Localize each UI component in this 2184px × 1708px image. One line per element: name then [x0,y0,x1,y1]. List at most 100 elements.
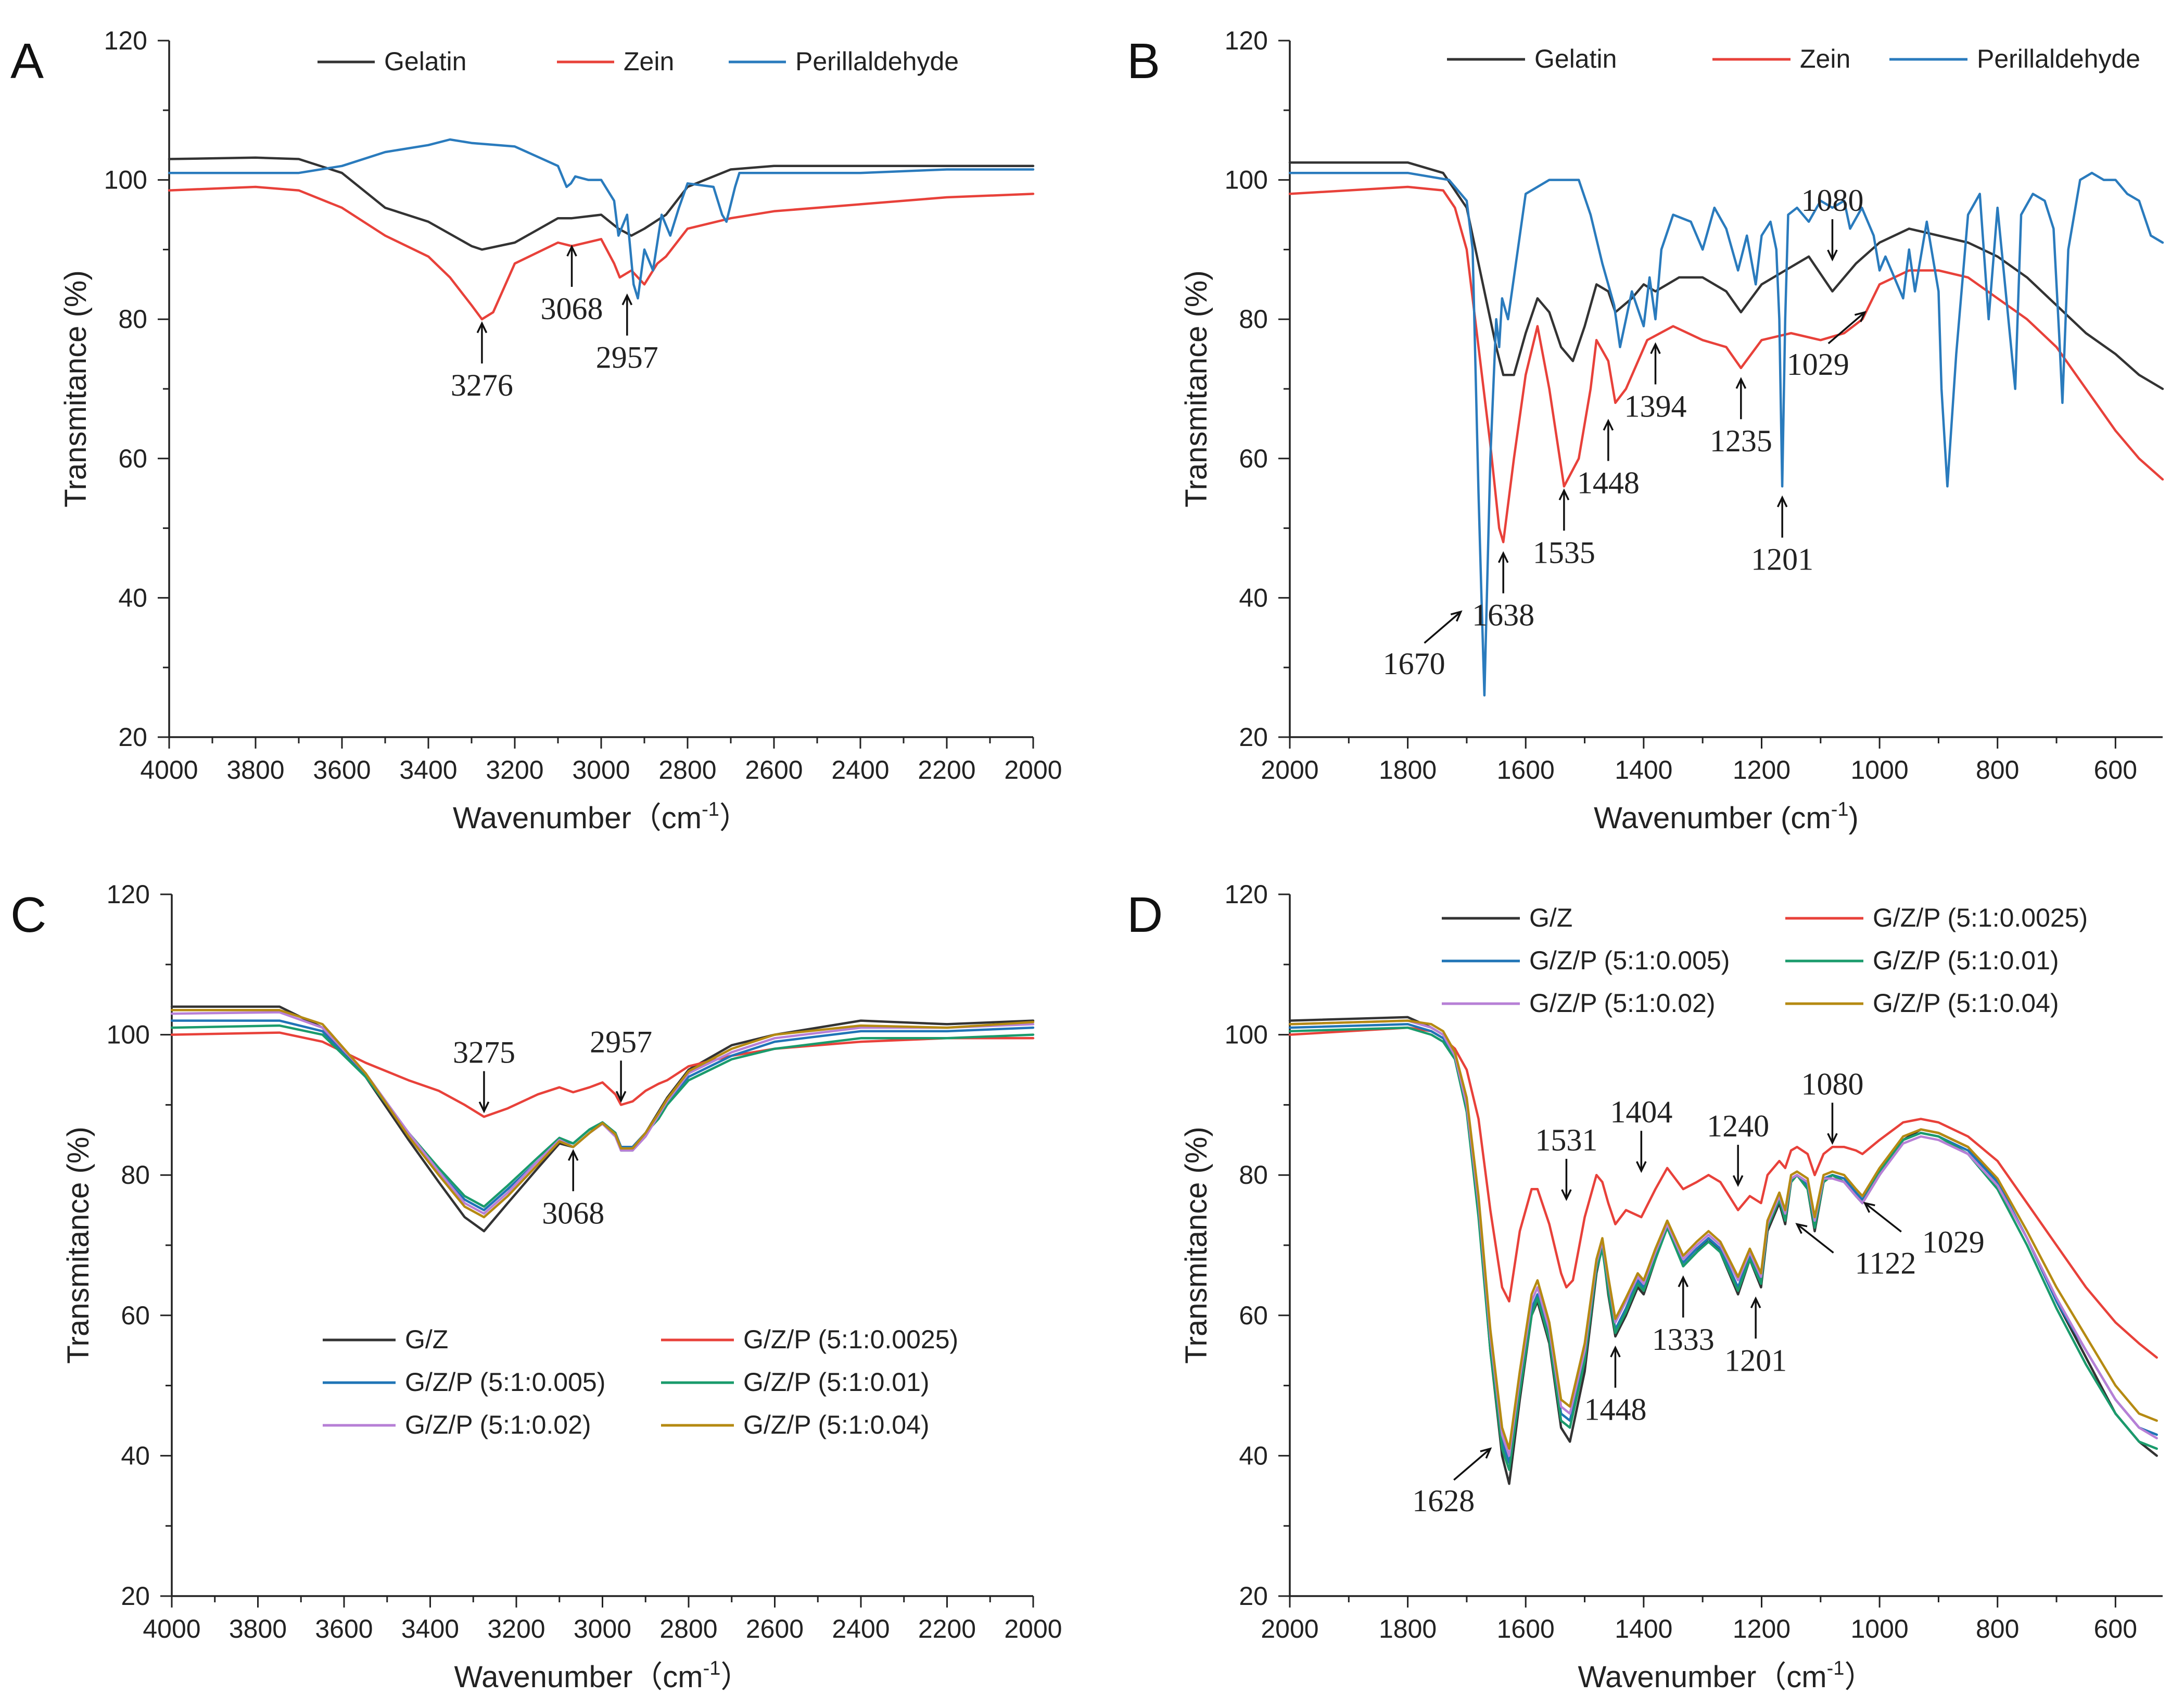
peak-annotation-label: 1080 [1801,1067,1863,1101]
x-tick-label: 2200 [918,1614,976,1643]
panel-letter: C [10,887,46,943]
peak-annotation-label: 1029 [1787,347,1849,382]
x-tick-label: 2800 [658,755,716,785]
series-line-g-z-p-5-1-0-04 [170,1009,1035,1219]
y-tick-label: 20 [118,723,147,752]
y-axis-title: Transmitance (%) [1179,1127,1213,1364]
x-axis-title: Wavenumber（cm-1） [454,1658,751,1694]
annotation-arrowhead [478,1101,490,1114]
y-tick-label: 80 [118,305,147,334]
y-tick-label: 20 [1239,1582,1268,1611]
peak-annotation-label: 3276 [451,368,513,402]
peak-annotation-label: 3275 [453,1035,515,1070]
annotation-arrowhead [1735,377,1747,389]
peak-annotation-label: 1029 [1922,1225,1985,1259]
x-axis-title: Wavenumber (cm-1) [1594,799,1859,835]
peak-annotation-label: 1201 [1724,1343,1787,1377]
x-tick-label: 1400 [1615,1614,1672,1643]
annotation-arrowhead [1678,1275,1689,1287]
x-tick-label: 2600 [746,1614,804,1643]
y-tick-label: 20 [1239,723,1268,752]
y-tick-label: 60 [121,1301,150,1330]
peak-annotation-label: 1201 [1751,542,1813,577]
x-tick-label: 800 [1976,755,2019,785]
annotation-arrowhead [1650,342,1661,355]
y-tick-label: 100 [1225,1020,1268,1049]
legend-label: G/Z/P (5:1:0.01) [743,1368,930,1397]
x-tick-label: 1800 [1379,755,1437,785]
peak-annotation-label: 3068 [541,292,603,326]
x-tick-label: 3200 [486,755,543,785]
annotation-arrowhead [1610,1345,1621,1358]
y-tick-label: 60 [1239,444,1268,473]
legend-label: G/Z/P (5:1:0.02) [1529,989,1716,1018]
peak-annotation-label: 1333 [1652,1322,1715,1357]
peak-annotation-label: 1638 [1472,598,1534,632]
annotation-arrowhead [1776,495,1788,508]
annotation-arrow [1453,1448,1491,1481]
x-tick-label: 3400 [401,1614,459,1643]
y-tick-label: 120 [104,26,147,55]
legend-label: Gelatin [384,47,466,76]
x-tick-label: 4000 [143,1614,200,1643]
x-tick-label: 2000 [1261,755,1318,785]
peak-annotation-label: 1535 [1533,535,1595,570]
y-tick-label: 120 [1225,880,1268,909]
annotation-arrowhead [1827,249,1838,262]
legend-label: G/Z/P (5:1:0.005) [405,1368,605,1397]
peak-annotation-label: 1080 [1801,183,1863,218]
x-tick-label: 600 [2094,755,2137,785]
peak-annotation-label: 1404 [1610,1095,1672,1129]
x-axis-title: Wavenumber（cm-1） [453,799,750,835]
x-tick-label: 4000 [140,755,198,785]
series-line-g-z-p-5-1-0-04 [1288,1019,2158,1450]
x-tick-label: 1400 [1615,755,1672,785]
annotation-arrowhead [1827,1133,1838,1145]
x-tick-label: 1600 [1497,755,1555,785]
series-line-g-z-p-5-1-0-0025 [1288,1026,2158,1359]
legend-label: Perillaldehyde [1977,44,2140,73]
annotation-arrowhead [1750,1296,1761,1309]
series-line-zein [1288,185,2164,543]
series-line-perillaldehyde [168,138,1035,300]
annotation-arrowhead [1636,1161,1647,1173]
legend-label: G/Z/P (5:1:0.04) [1873,989,2059,1018]
annotation-arrowhead [567,1149,579,1161]
series-line-zein [168,185,1035,321]
annotation-arrowhead [566,244,577,257]
peak-annotation-label: 1531 [1535,1123,1597,1157]
chart-panel-a: A 4000 3800 3600 3400 3200 3000 2800 2600 2400 220… [10,26,1062,835]
legend-label: G/Z/P (5:1:0.0025) [743,1325,958,1354]
x-tick-label: 600 [2094,1614,2137,1643]
peak-annotation-label: 2957 [596,340,658,375]
series-line-perillaldehyde [1288,171,2164,697]
annotation-arrowhead [1732,1175,1744,1187]
annotation-arrowhead [1795,1223,1808,1234]
x-tick-label: 2400 [831,755,889,785]
annotation-arrowhead [1855,311,1866,322]
peak-annotation-label: 1122 [1855,1246,1916,1281]
legend-label: Perillaldehyde [795,47,959,76]
chart-panel-c: C 4000 3800 3600 3400 3200 3000 2800 2600 2400 220… [10,880,1062,1694]
x-tick-label: 3000 [572,755,630,785]
annotation-arrowhead [1603,419,1614,431]
annotation-arrowhead [476,321,488,333]
legend-label: G/Z/P (5:1:0.0025) [1873,903,2088,932]
y-tick-label: 100 [107,1020,150,1049]
annotation-arrowhead [1450,610,1463,622]
legend-label: G/Z/P (5:1:0.01) [1873,946,2059,975]
legend-label: G/Z/P (5:1:0.02) [405,1410,591,1439]
y-tick-label: 40 [1239,583,1268,612]
x-tick-label: 2200 [918,755,975,785]
x-tick-label: 2800 [659,1614,717,1643]
annotation-arrow [1864,1202,1902,1233]
y-tick-label: 40 [1239,1441,1268,1470]
y-tick-label: 80 [121,1160,150,1190]
x-tick-label: 1800 [1379,1614,1437,1643]
x-tick-label: 3400 [399,755,457,785]
annotation-arrowhead [621,293,633,306]
y-tick-label: 100 [1225,166,1268,195]
x-tick-label: 1200 [1733,1614,1791,1643]
